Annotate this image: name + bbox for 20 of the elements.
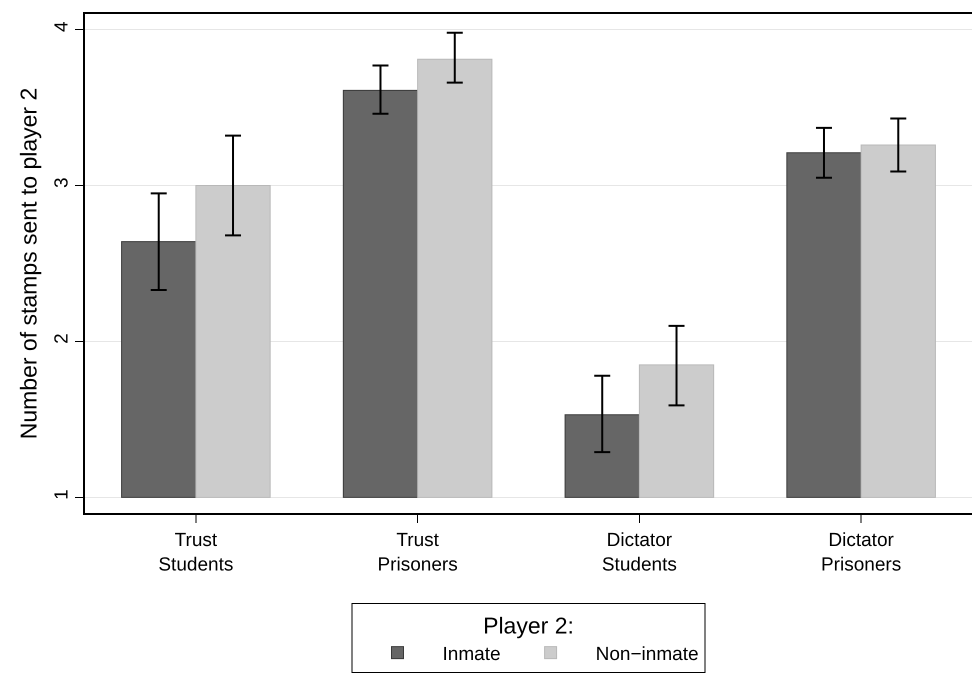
x-tick-label: Trust Students <box>158 530 234 576</box>
y-tick-label: 1 <box>51 489 72 500</box>
y-axis-title: Number of stamps sent to player 2 <box>15 88 42 440</box>
bar <box>860 144 936 498</box>
x-tick-label: Trust Prisoners <box>378 530 458 576</box>
bar <box>417 58 492 498</box>
bar <box>786 152 862 498</box>
legend-label: Non−inmate <box>596 644 699 665</box>
x-tick-label: Dictator Prisoners <box>821 530 902 576</box>
bar <box>342 90 418 498</box>
y-tick-label: 2 <box>51 333 72 344</box>
x-tick-label: Dictator Students <box>602 530 677 576</box>
y-tick-label: 4 <box>51 21 72 32</box>
bar <box>638 364 714 498</box>
bar <box>121 241 196 498</box>
bar <box>195 185 271 498</box>
legend-label: Inmate <box>442 644 501 665</box>
y-tick-label: 3 <box>51 177 72 188</box>
bar <box>564 414 640 498</box>
legend-title: Player 2: <box>483 612 574 639</box>
